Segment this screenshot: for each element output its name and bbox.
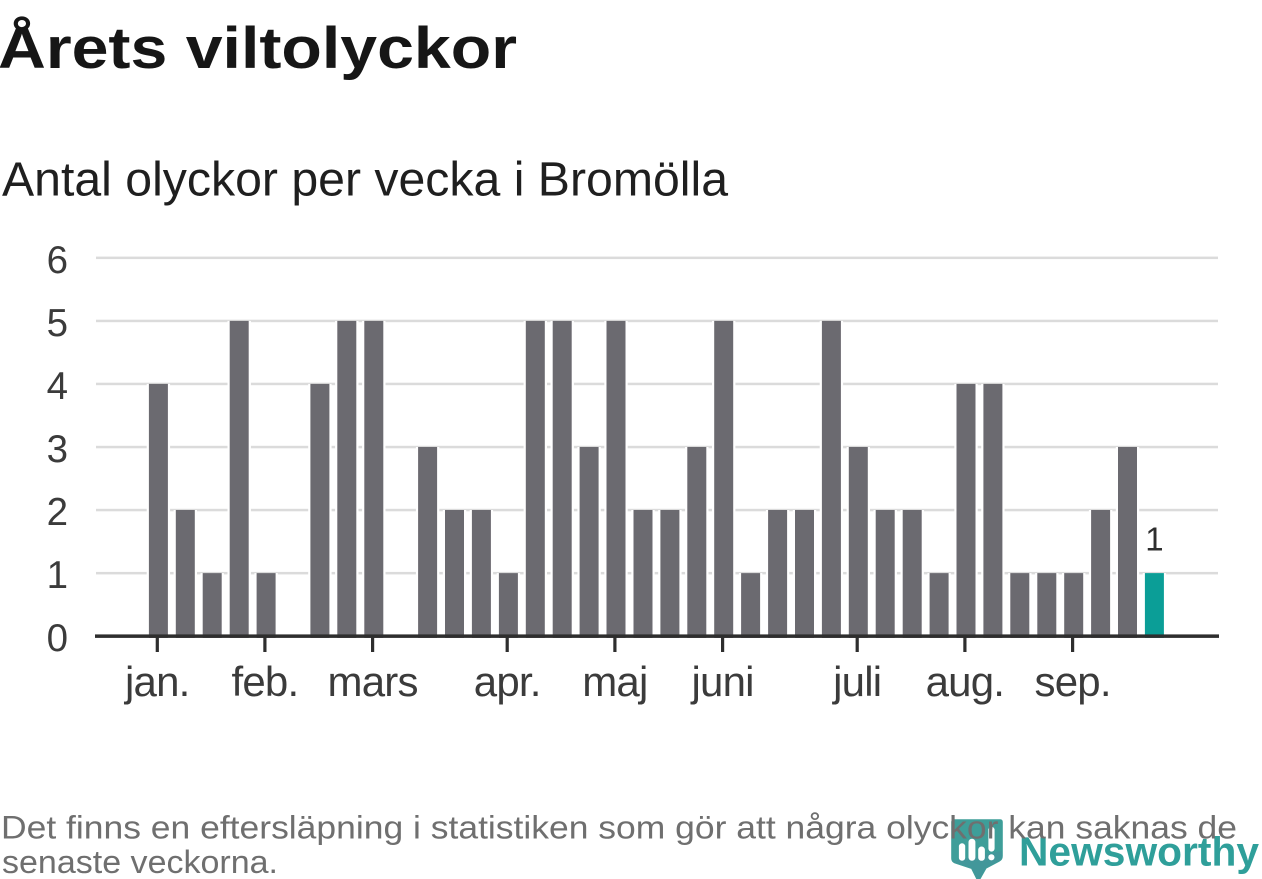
svg-text:maj: maj [582, 658, 647, 705]
svg-text:5: 5 [47, 302, 68, 345]
svg-text:2: 2 [47, 491, 68, 534]
svg-text:senaste veckorna.: senaste veckorna. [2, 844, 278, 879]
svg-text:aug.: aug. [926, 658, 1005, 705]
svg-text:Antal olyckor per vecka i Brom: Antal olyckor per vecka i Bromölla [2, 154, 728, 207]
svg-text:juni: juni [690, 658, 754, 705]
svg-text:juli: juli [831, 658, 881, 705]
svg-text:Newsworthy: Newsworthy [1019, 828, 1259, 874]
svg-text:6: 6 [47, 239, 68, 282]
svg-text:3: 3 [47, 428, 68, 471]
svg-text:Årets viltolyckor: Årets viltolyckor [0, 16, 517, 81]
svg-text:feb.: feb. [231, 658, 298, 705]
svg-text:sep.: sep. [1035, 658, 1111, 705]
svg-text:0: 0 [47, 617, 68, 660]
svg-text:4: 4 [47, 365, 68, 408]
svg-text:Det finns en eftersläpning i s: Det finns en eftersläpning i statistiken… [1, 809, 1237, 845]
svg-text:jan.: jan. [123, 658, 190, 705]
svg-text:1: 1 [47, 554, 68, 597]
svg-text:mars: mars [328, 658, 418, 705]
svg-text:1: 1 [1145, 521, 1163, 558]
svg-text:apr.: apr. [474, 658, 541, 705]
